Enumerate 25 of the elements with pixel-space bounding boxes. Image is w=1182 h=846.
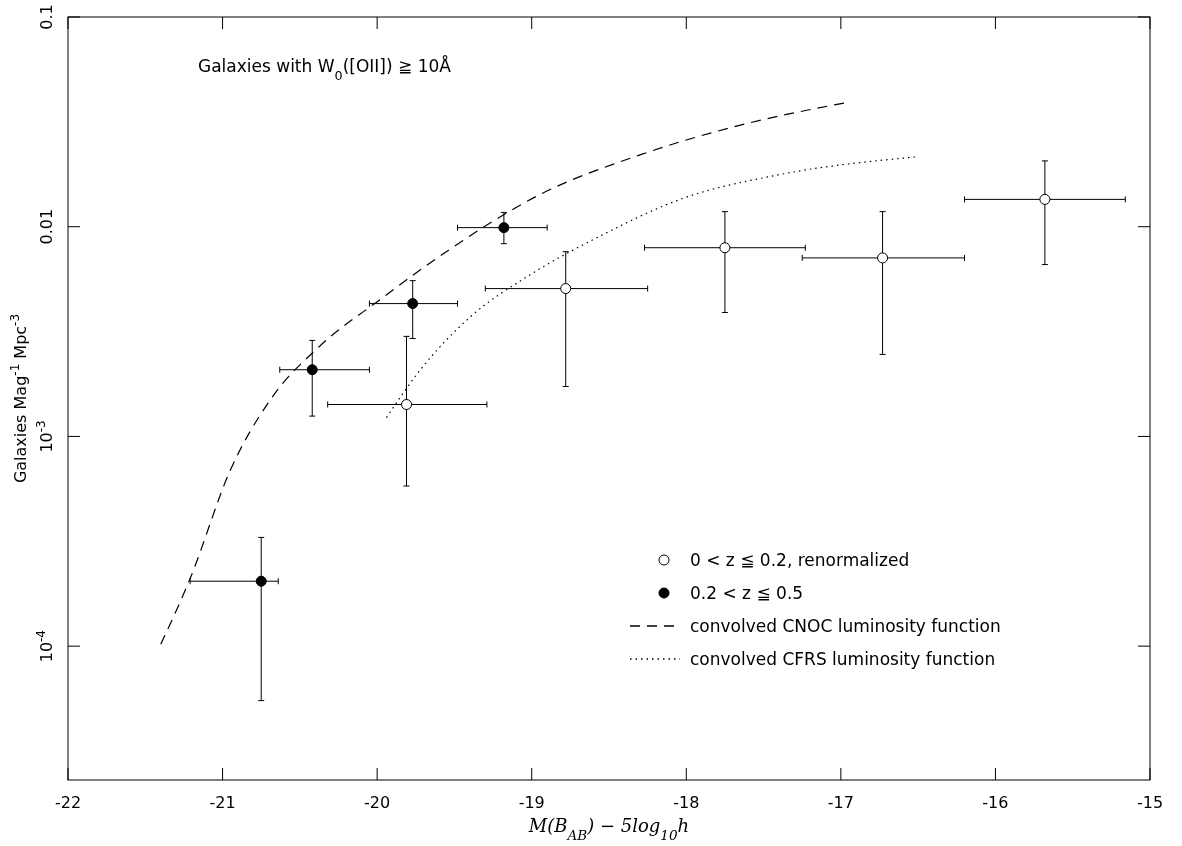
x-tick-label: -22 xyxy=(54,793,82,812)
point xyxy=(498,222,510,234)
x-tick-label: -17 xyxy=(827,793,854,812)
x-tick-label: -16 xyxy=(982,793,1009,812)
annotation: Galaxies with W$_{0}$([OII]) ≧ 10Å xyxy=(198,55,452,83)
legend-label: 0 < z ≦ 0.2, renormalized xyxy=(690,550,910,570)
x-tick-label: -19 xyxy=(518,793,545,812)
point xyxy=(1039,193,1051,205)
x-axis-title: M(B$_{AB}$) − 5log$_{10}$h xyxy=(527,815,690,843)
x-tick-label: -15 xyxy=(1136,793,1164,812)
x-tick-label: -21 xyxy=(209,793,236,812)
point xyxy=(401,398,413,410)
point xyxy=(407,298,419,310)
legend-label: 0.2 < z ≦ 0.5 xyxy=(690,583,804,603)
x-tick-label: -20 xyxy=(364,793,391,812)
legend-label: convolved CFRS luminosity function xyxy=(690,649,996,669)
y-tick-label: 0.01 xyxy=(37,208,56,245)
point xyxy=(877,252,889,264)
point xyxy=(719,242,731,254)
point xyxy=(306,364,318,376)
legend-label: convolved CNOC luminosity function xyxy=(690,616,1001,636)
y-tick-label: 0.1 xyxy=(37,4,56,30)
point xyxy=(255,575,267,587)
point xyxy=(560,283,572,295)
x-tick-label: -18 xyxy=(673,793,700,812)
